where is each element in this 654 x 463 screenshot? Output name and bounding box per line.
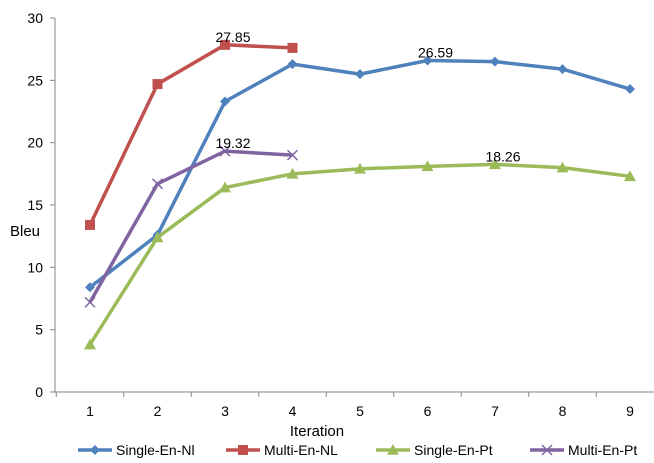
data-point-multi-en-pt: [84, 296, 96, 308]
data-point-single-en-nl: [220, 96, 230, 107]
data-point-single-en-nl: [557, 64, 568, 75]
x-tick-label: 3: [221, 403, 229, 419]
data-label: 27.85: [215, 29, 250, 45]
y-tick-label: 5: [35, 322, 43, 338]
legend-item-single-en-pt: Single-En-Pt: [376, 442, 493, 458]
series-multi-en-pt: [84, 145, 299, 308]
data-point-multi-en-nl: [152, 79, 163, 90]
series-lines: [84, 39, 636, 350]
legend-label: Multi-En-NL: [264, 442, 338, 458]
data-point-multi-en-nl: [85, 219, 95, 230]
y-axis-title: Bleu: [10, 223, 40, 240]
series-line-single-en-pt: [88, 162, 631, 346]
data-point-single-en-nl: [287, 59, 298, 70]
series-line-multi-en-nl: [88, 43, 293, 226]
data-label: 26.59: [418, 45, 453, 61]
legend: Single-En-Nl Multi-En-NL Single-En-Pt Multi…: [78, 442, 637, 458]
series-multi-en-nl: [85, 39, 298, 230]
legend-marker: [238, 445, 248, 455]
y-tick-label: 25: [27, 72, 43, 88]
y-tick-label: 15: [27, 197, 43, 213]
data-label: 19.32: [215, 135, 250, 151]
y-tick-label: 0: [35, 384, 43, 400]
series-single-en-nl: [85, 55, 635, 293]
data-point-single-en-pt: [421, 160, 434, 172]
legend-marker: [541, 444, 553, 456]
legend-marker: [90, 445, 100, 455]
data-point-multi-en-pt: [286, 149, 299, 161]
data-point-multi-en-nl: [287, 42, 298, 53]
data-point-single-en-pt: [489, 158, 501, 170]
x-axis-title: Iteration: [290, 423, 344, 440]
y-tick-label: 20: [27, 135, 43, 151]
data-point-single-en-pt: [84, 338, 96, 350]
x-tick-label: 1: [86, 403, 94, 419]
data-annotations: 27.85 19.32 26.59 18.26: [215, 29, 520, 165]
data-label: 18.26: [485, 148, 520, 164]
data-point-multi-en-pt: [151, 178, 164, 190]
series-line-multi-en-pt: [88, 149, 293, 304]
legend-label: Single-En-Pt: [414, 442, 493, 458]
x-tick-label: 4: [289, 403, 297, 419]
data-point-multi-en-pt: [219, 145, 231, 157]
x-tick-label: 7: [491, 403, 499, 419]
data-point-single-en-nl: [85, 282, 95, 293]
legend-item-multi-en-pt: Multi-En-Pt: [530, 442, 637, 458]
data-point-single-en-pt: [354, 162, 366, 174]
x-tick-label: 8: [559, 403, 567, 419]
data-point-multi-en-nl: [220, 39, 230, 50]
x-tick-label: 6: [424, 403, 432, 419]
legend-label: Multi-En-Pt: [568, 442, 637, 458]
data-point-single-en-nl: [490, 56, 500, 67]
data-point-single-en-pt: [286, 167, 299, 179]
y-tick-label: 10: [27, 259, 43, 275]
data-point-single-en-pt: [624, 170, 636, 182]
data-point-single-en-nl: [625, 84, 635, 95]
y-tick-label: 30: [27, 10, 43, 26]
series-line-single-en-nl: [88, 58, 631, 289]
x-tick-label: 5: [356, 403, 364, 419]
x-tick-label: 9: [626, 403, 634, 419]
legend-item-multi-en-nl: Multi-En-NL: [226, 442, 338, 458]
data-point-single-en-pt: [556, 161, 569, 173]
data-point-single-en-nl: [355, 69, 365, 80]
data-point-single-en-nl: [422, 55, 433, 66]
axes: 0 5 10 15 20 25 30 1 2 3 4 5 6 7 8 9: [27, 10, 654, 419]
data-point-single-en-pt: [219, 181, 231, 193]
data-point-single-en-pt: [151, 231, 164, 243]
series-single-en-pt: [84, 158, 636, 350]
legend-item-single-en-nl: Single-En-Nl: [78, 442, 195, 458]
x-tick-label: 2: [154, 403, 162, 419]
legend-label: Single-En-Nl: [116, 442, 195, 458]
legend-marker: [387, 444, 399, 455]
